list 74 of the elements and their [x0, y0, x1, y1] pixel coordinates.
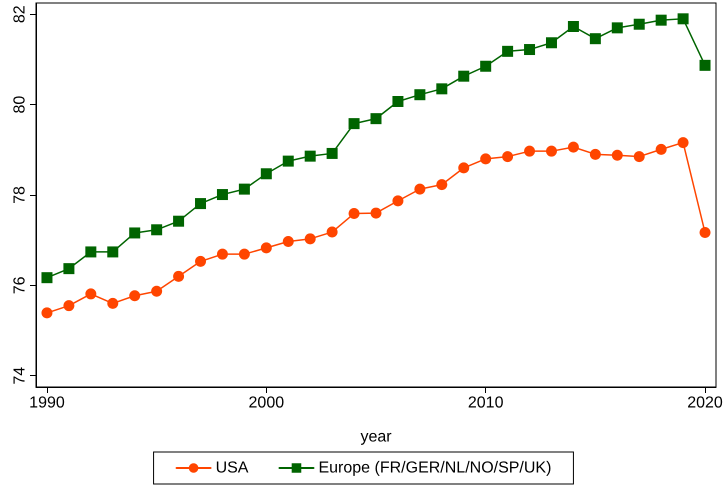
point — [107, 298, 118, 309]
legend-label: Europe (FR/GER/NL/NO/SP/UK) — [318, 460, 552, 476]
point — [370, 113, 382, 124]
point — [656, 144, 667, 155]
point — [414, 89, 426, 100]
point — [656, 14, 667, 26]
legend-label: USA — [216, 460, 249, 476]
point — [195, 256, 206, 267]
point — [238, 248, 250, 260]
point — [634, 18, 645, 30]
point — [151, 286, 162, 297]
point — [85, 288, 96, 300]
point — [129, 227, 140, 238]
point — [590, 148, 601, 160]
point — [590, 33, 601, 44]
y-tick-label: 82 — [12, 5, 28, 24]
point — [458, 162, 470, 174]
point — [304, 233, 316, 244]
point — [546, 37, 557, 48]
point — [41, 272, 52, 284]
point — [546, 146, 557, 157]
point — [568, 142, 579, 153]
point — [392, 96, 404, 107]
point — [480, 60, 492, 72]
point — [107, 246, 118, 258]
point — [326, 148, 338, 159]
point — [216, 189, 228, 200]
point — [414, 184, 426, 195]
point — [282, 236, 294, 248]
point — [392, 195, 404, 206]
point — [173, 270, 184, 282]
point — [458, 70, 470, 82]
point — [436, 179, 448, 190]
point — [436, 83, 448, 94]
y-tick-label: 76 — [12, 276, 28, 294]
point — [524, 44, 536, 56]
x-tick-label: 2010 — [468, 394, 504, 412]
point — [634, 151, 645, 162]
point — [700, 227, 711, 238]
point — [502, 46, 514, 57]
point — [282, 156, 294, 167]
point — [216, 248, 228, 260]
x-tick-label: 2020 — [687, 394, 723, 412]
point — [129, 290, 140, 302]
point — [348, 118, 360, 130]
x-tick-label: 1990 — [29, 394, 65, 412]
point — [524, 146, 536, 157]
point — [85, 246, 96, 258]
point — [502, 151, 514, 162]
point — [260, 168, 272, 180]
point — [568, 20, 579, 32]
point — [480, 153, 492, 164]
y-tick-label: 74 — [12, 366, 28, 385]
x-axis-title: year — [360, 428, 392, 446]
point — [173, 216, 184, 227]
point — [63, 263, 74, 274]
point — [238, 184, 250, 195]
point — [348, 208, 360, 220]
x-tick-label: 2000 — [248, 394, 284, 412]
point — [195, 198, 206, 210]
point — [678, 137, 689, 148]
y-tick-label: 80 — [12, 96, 28, 114]
point — [678, 13, 689, 24]
y-tick-label: 78 — [12, 186, 28, 204]
point — [326, 226, 338, 238]
point — [41, 307, 52, 318]
point — [370, 208, 382, 219]
point — [63, 300, 74, 312]
point — [612, 22, 623, 34]
point — [612, 150, 623, 161]
point — [304, 150, 316, 162]
point — [260, 242, 272, 254]
point — [700, 60, 711, 71]
point — [151, 224, 162, 236]
